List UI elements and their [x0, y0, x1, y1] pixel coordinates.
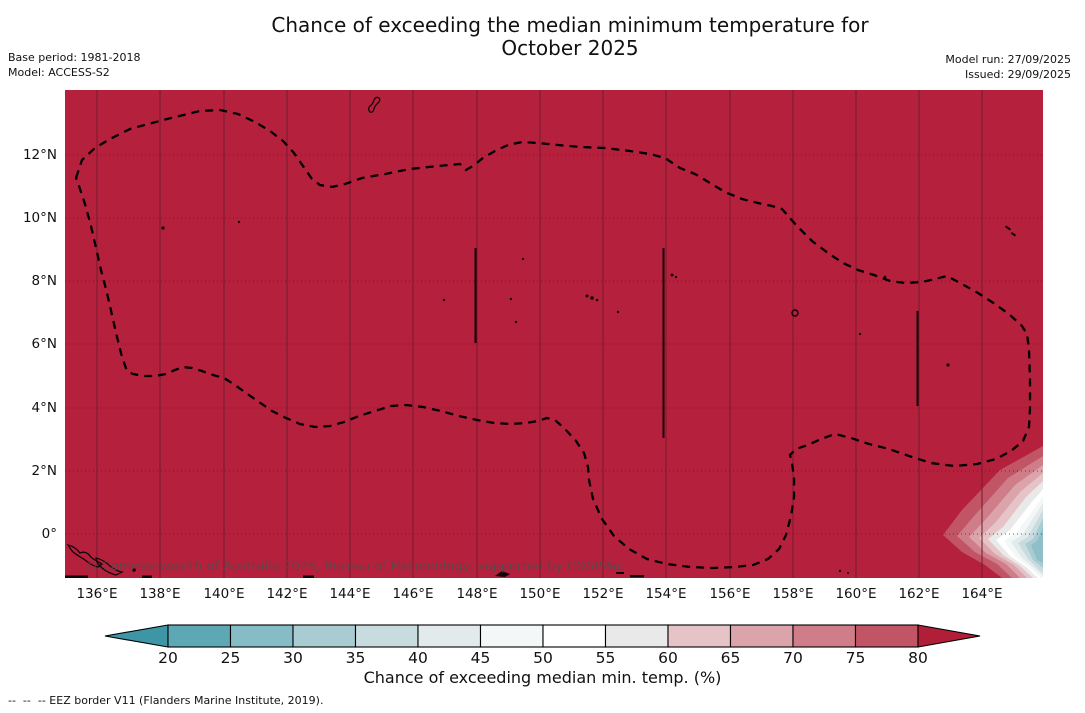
longitude-tick-label: 140°E	[203, 586, 245, 602]
longitude-tick-label: 162°E	[898, 586, 940, 602]
forecast-map: © Commonwealth of Australia 2025, Bureau…	[65, 90, 1043, 578]
longitude-tick-label: 152°E	[582, 586, 624, 602]
run-metadata-right: Model run: 27/09/2025 Issued: 29/09/2025	[945, 52, 1071, 82]
colorbar-tick-label: 35	[345, 649, 366, 667]
colorbar-tick-label: 40	[408, 649, 428, 667]
colorbar-tick-label: 60	[658, 649, 678, 667]
title-line-2: October 2025	[501, 36, 639, 60]
colorbar-tick-label: 65	[720, 649, 741, 667]
longitude-tick-label: 144°E	[329, 586, 371, 602]
longitude-tick-label: 142°E	[266, 586, 308, 602]
colorbar-tick-label: 50	[533, 649, 553, 667]
latitude-tick-label: 10°N	[22, 210, 57, 226]
eez-border	[74, 108, 1032, 570]
guam-outline	[367, 96, 381, 113]
colorbar-tick-label: 55	[595, 649, 616, 667]
longitude-tick-label: 164°E	[961, 586, 1003, 602]
base-period-label: Base period: 1981-2018	[8, 51, 141, 64]
longitude-tick-label: 150°E	[519, 586, 561, 602]
contour-bands-low-chance	[943, 446, 1043, 578]
longitude-tick-label: 158°E	[772, 586, 814, 602]
contour-seam-lines	[474, 248, 919, 438]
longitude-gridlines	[96, 90, 983, 578]
island-coastlines	[65, 96, 1017, 578]
longitude-tick-label: 146°E	[392, 586, 434, 602]
atoll-outline	[791, 309, 799, 317]
latitude-tick-label: 2°N	[31, 463, 57, 479]
colorbar-tick-label: 20	[158, 649, 178, 667]
latitude-tick-label: 12°N	[22, 147, 57, 163]
title-line-1: Chance of exceeding the median minimum t…	[271, 13, 869, 37]
map-canvas: © Commonwealth of Australia 2025, Bureau…	[65, 90, 1043, 578]
page-title: Chance of exceeding the median minimum t…	[150, 14, 990, 60]
longitude-tick-label: 138°E	[139, 586, 181, 602]
colorbar-tick-label: 80	[908, 649, 928, 667]
colorbar-tick-label: 45	[470, 649, 491, 667]
colorbar-min-arrow	[104, 624, 169, 648]
latitude-tick-label: 0°	[41, 526, 57, 542]
model-label: Model: ACCESS-S2	[8, 66, 110, 79]
probability-field	[65, 90, 1043, 578]
latitude-tick-label: 4°N	[31, 400, 57, 416]
colorbar-max-arrow	[917, 624, 981, 648]
eez-footnote: -- -- -- EEZ border V11 (Flanders Marine…	[8, 694, 324, 707]
longitude-tick-label: 154°E	[645, 586, 687, 602]
longitude-tick-label: 148°E	[456, 586, 498, 602]
colorbar-tick-label: 30	[283, 649, 303, 667]
copyright-watermark: © Commonwealth of Australia 2025, Bureau…	[85, 559, 624, 574]
colorbar-tick-label: 25	[220, 649, 241, 667]
latitude-gridlines	[65, 154, 1043, 535]
longitude-tick-label: 136°E	[76, 586, 118, 602]
colorbar-tick-label: 75	[845, 649, 866, 667]
latitude-tick-label: 6°N	[31, 336, 57, 352]
run-metadata-left: Base period: 1981-2018 Model: ACCESS-S2	[8, 50, 140, 80]
colorbar-caption: Chance of exceeding median min. temp. (%…	[363, 668, 722, 687]
model-run-label: Model run: 27/09/2025	[945, 53, 1071, 66]
longitude-tick-label: 160°E	[835, 586, 877, 602]
latitude-tick-label: 8°N	[31, 273, 57, 289]
longitude-tick-label: 156°E	[709, 586, 751, 602]
colorbar-tick-label: 70	[783, 649, 803, 667]
issued-label: Issued: 29/09/2025	[964, 68, 1071, 81]
